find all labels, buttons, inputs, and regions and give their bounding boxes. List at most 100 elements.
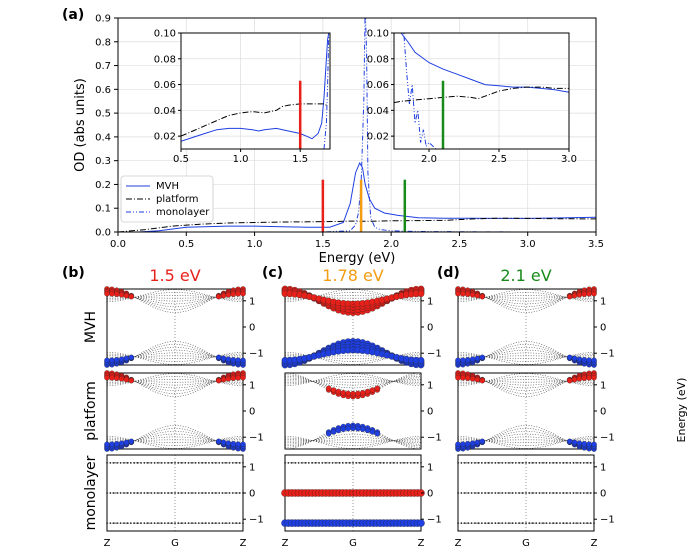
band-point [569, 462, 572, 464]
band-point [225, 492, 227, 494]
band-point [218, 462, 221, 464]
valence-state-dot [240, 357, 246, 364]
band-point [170, 522, 173, 524]
band-point [576, 522, 578, 524]
conduction-state-dot [128, 293, 135, 300]
band-point [409, 462, 412, 464]
band-point [531, 462, 534, 464]
band-point [191, 462, 193, 464]
band-point [123, 522, 125, 524]
band-point [201, 492, 204, 494]
inset-y-tick-label: 0.10 [367, 29, 389, 40]
band-point [221, 522, 224, 524]
band-point [406, 462, 409, 464]
band-point [463, 492, 466, 494]
band-point [160, 462, 163, 464]
inset-line-platform [181, 103, 327, 137]
inset-right: 2.0 2.5 3.0 0.02 0.04 0.06 0.08 0.10 [367, 29, 577, 166]
band-point [314, 462, 317, 464]
band-point [358, 462, 361, 464]
band-point [163, 492, 166, 494]
band-point [548, 492, 551, 494]
band-y-tick-label: −1 [427, 515, 442, 526]
band-point [542, 522, 544, 524]
band-point [487, 522, 490, 524]
valence-state-dot [586, 357, 592, 363]
conduction-state-dot [460, 375, 466, 381]
series-line-MVH [118, 161, 596, 232]
band-panel-2: 1 0 −1 [457, 454, 615, 532]
valence-state-dot [469, 356, 476, 362]
band-point [460, 492, 463, 494]
band-point [521, 492, 524, 494]
conduction-state-dot [104, 374, 110, 381]
band-point [242, 462, 244, 464]
band-point [238, 462, 241, 464]
band-point [318, 462, 320, 464]
inset-line-monolayer [323, 33, 330, 149]
band-point [572, 492, 575, 494]
band-point [231, 522, 234, 524]
band-point [538, 522, 541, 524]
conduction-state-dot [340, 390, 347, 396]
valence-state-dot [230, 441, 237, 447]
inset-x-tick-label: 2.5 [491, 154, 507, 165]
band-point [396, 462, 399, 464]
band-point [559, 492, 561, 494]
band-structure-panels: (b) 1.5 eV 1 0 −1 MVH 1 0 −1 platform 1 0 −1 monolaye… [62, 265, 688, 549]
band-point [228, 462, 231, 464]
band-point [204, 522, 207, 524]
band-point [235, 462, 238, 464]
band-point [531, 492, 534, 494]
valence-state-dot [571, 439, 578, 446]
band-point [497, 462, 500, 464]
band-y-tick-label: 0 [249, 489, 255, 500]
y-tick-label: 0.6 [95, 85, 111, 96]
band-y-tick-label: 1 [249, 380, 255, 391]
band-point [136, 522, 139, 524]
conduction-state-dot [123, 292, 130, 299]
band-point [586, 462, 589, 464]
valence-state-dot [460, 357, 466, 363]
valence-state-dot [576, 440, 583, 446]
conduction-state-dot [369, 387, 376, 393]
conduction-state-dot [215, 377, 222, 384]
band-point [369, 462, 371, 464]
y-tick-label: 0.5 [95, 109, 111, 120]
band-y-tick-label: 1 [600, 296, 606, 307]
band-point [569, 522, 572, 524]
band-point [525, 522, 527, 524]
valence-state-dot [455, 357, 461, 364]
band-point [194, 522, 197, 524]
band-point [174, 462, 176, 464]
band-y-tick-label: 1 [427, 296, 433, 307]
valence-state-dot [215, 438, 222, 445]
valence-state-dot [479, 438, 486, 445]
band-point [116, 522, 119, 524]
valence-state-dot [576, 356, 583, 362]
valence-state-dot [235, 441, 241, 447]
conduction-state-dot [417, 290, 425, 298]
band-point [413, 462, 416, 464]
band-point [184, 522, 187, 524]
valence-state-dot [220, 355, 227, 362]
conduction-state-dot [455, 374, 461, 381]
band-point [389, 462, 392, 464]
band-panel-label: (c) [262, 265, 283, 281]
band-point [593, 462, 595, 464]
band-point [477, 492, 480, 494]
valence-state-dot [571, 355, 578, 362]
plot-frame [117, 17, 597, 233]
band-point [386, 462, 388, 464]
band-point [208, 492, 210, 494]
band-point [167, 522, 170, 524]
band-point [511, 462, 514, 464]
inset-x-tick-label: 0.5 [173, 154, 189, 165]
band-point [504, 492, 507, 494]
band-point [184, 462, 187, 464]
band-point [470, 522, 473, 524]
band-point [150, 492, 153, 494]
band-x-tick-label: Z [240, 538, 247, 549]
band-point [375, 462, 378, 464]
